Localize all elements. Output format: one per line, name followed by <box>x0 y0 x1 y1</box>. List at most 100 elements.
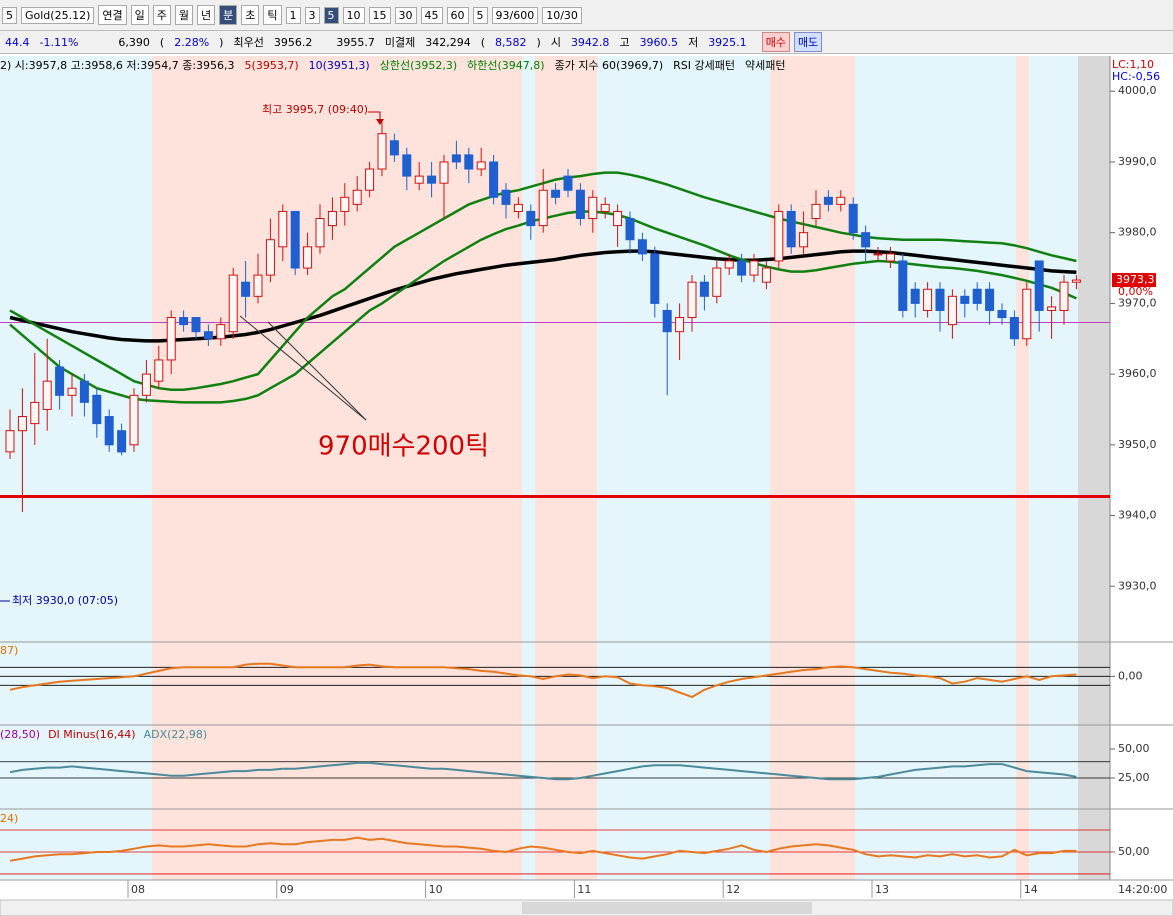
toolbar-button[interactable]: 초 <box>241 5 260 25</box>
candle-body <box>451 154 461 163</box>
toolbar-button[interactable]: 15 <box>368 6 391 24</box>
toolbar-button[interactable]: 60 <box>446 6 469 24</box>
session-band <box>535 56 597 880</box>
toolbar-button[interactable]: 5 <box>472 6 488 24</box>
candle-body <box>1034 260 1044 311</box>
x-tick-label: 11 <box>577 883 591 896</box>
candle-body <box>675 317 685 333</box>
time-label: 14:20:00 <box>1118 883 1167 896</box>
indicator-line <box>9 662 1077 699</box>
candle-body <box>538 189 548 227</box>
candle-body <box>662 309 672 333</box>
candle-body <box>551 189 561 198</box>
candle-body <box>1009 317 1019 340</box>
info: 시 <box>550 36 561 49</box>
info: ( <box>480 35 486 49</box>
candle-body <box>55 366 65 396</box>
candle-body <box>30 401 40 425</box>
toolbar-button[interactable]: 일 <box>130 5 149 25</box>
candle-body <box>241 281 251 297</box>
session-band <box>770 56 855 880</box>
note-arrow <box>239 315 367 421</box>
info: 3956.2 <box>273 35 313 49</box>
toolbar-button[interactable]: 10/30 <box>542 6 582 24</box>
candle-body <box>17 416 27 432</box>
candle-body <box>923 288 933 311</box>
candle-body <box>501 189 511 205</box>
candle-body <box>712 267 722 297</box>
y-tick-label: 3930,0 <box>1118 579 1157 592</box>
toolbar-button[interactable]: 월 <box>174 5 193 25</box>
x-tick-label: 10 <box>429 883 443 896</box>
info: ( <box>159 35 165 49</box>
candle-body <box>575 189 585 220</box>
toolbar-button[interactable]: 틱 <box>263 5 282 25</box>
candle-body <box>414 175 424 184</box>
panel-legend: DI Minus(16,44) <box>48 728 136 741</box>
y-tick-label: 4000,0 <box>1118 84 1157 97</box>
y-tick-label: 3950,0 <box>1118 438 1157 451</box>
candle-body <box>873 253 883 256</box>
candle-body <box>774 210 784 262</box>
toolbar-button[interactable]: 93/600 <box>491 6 539 24</box>
candle-body <box>749 260 759 276</box>
candle-body <box>203 331 213 340</box>
candle-body <box>117 430 127 453</box>
candle-body <box>303 246 313 269</box>
toolbar-button[interactable]: 1 <box>285 6 301 24</box>
x-tick-label: 09 <box>280 883 294 896</box>
toolbar-button[interactable]: 연결 <box>98 5 127 25</box>
candle-body <box>600 203 610 212</box>
candle-body <box>737 260 747 276</box>
candle-body <box>278 210 288 248</box>
legend-entry: 상한선(3952,3) <box>380 59 457 72</box>
toolbar-button[interactable]: 5 <box>323 6 339 24</box>
info: -1.11% <box>39 35 79 49</box>
indicator-line <box>9 761 1077 781</box>
candle-body <box>327 210 337 227</box>
indicator-line <box>9 836 1077 862</box>
candle-body <box>92 394 102 425</box>
candle-body <box>191 317 201 333</box>
info: 6,390 <box>118 35 150 49</box>
toolbar-button[interactable]: 10 <box>342 6 365 24</box>
info: 3955.7 <box>336 35 375 49</box>
x-tick-label: 08 <box>131 883 145 896</box>
candle-body <box>724 260 734 269</box>
candle-body <box>637 239 647 255</box>
axis-label: LC:1,10 <box>1112 58 1154 71</box>
candle-body <box>340 196 350 212</box>
candle-body <box>67 387 77 396</box>
y-tick-label: 3960,0 <box>1118 367 1157 380</box>
candle-body <box>1022 288 1032 340</box>
candle-body <box>290 210 300 269</box>
y-tick-label: 50,00 <box>1118 742 1150 755</box>
candle-body <box>699 281 709 297</box>
candle-body <box>129 394 139 446</box>
session-band <box>152 56 522 880</box>
toolbar-button[interactable]: 년 <box>197 5 216 25</box>
toolbar-button[interactable]: 분 <box>219 5 238 25</box>
buy-button[interactable]: 매수 <box>761 32 790 52</box>
toolbar-button[interactable]: Gold(25.12) <box>21 6 95 24</box>
scroll-thumb <box>522 902 812 914</box>
candle-body <box>79 380 89 403</box>
toolbar-button[interactable]: 3 <box>304 6 320 24</box>
toolbar-button[interactable]: 주 <box>152 5 171 25</box>
candle-body <box>427 175 437 184</box>
last-price-box <box>1112 273 1156 288</box>
toolbar-button[interactable]: 5 <box>2 6 17 24</box>
candle-body <box>836 196 846 205</box>
candle-body <box>439 161 449 184</box>
toolbar-button[interactable]: 45 <box>420 6 443 24</box>
y-tick-label: 3940,0 <box>1118 509 1157 522</box>
candle-body <box>910 288 920 304</box>
candle-body <box>5 430 15 453</box>
sell-button[interactable]: 매도 <box>793 32 823 52</box>
axis-area <box>1110 56 1173 880</box>
toolbar-button[interactable]: 30 <box>394 6 417 24</box>
candle-body <box>811 203 821 220</box>
info: ) <box>536 35 541 49</box>
scrollbar <box>0 899 1173 916</box>
legend-entry: 2) 시:3957,8 고:3958,6 저:3954,7 종:3956,3 <box>0 59 235 72</box>
